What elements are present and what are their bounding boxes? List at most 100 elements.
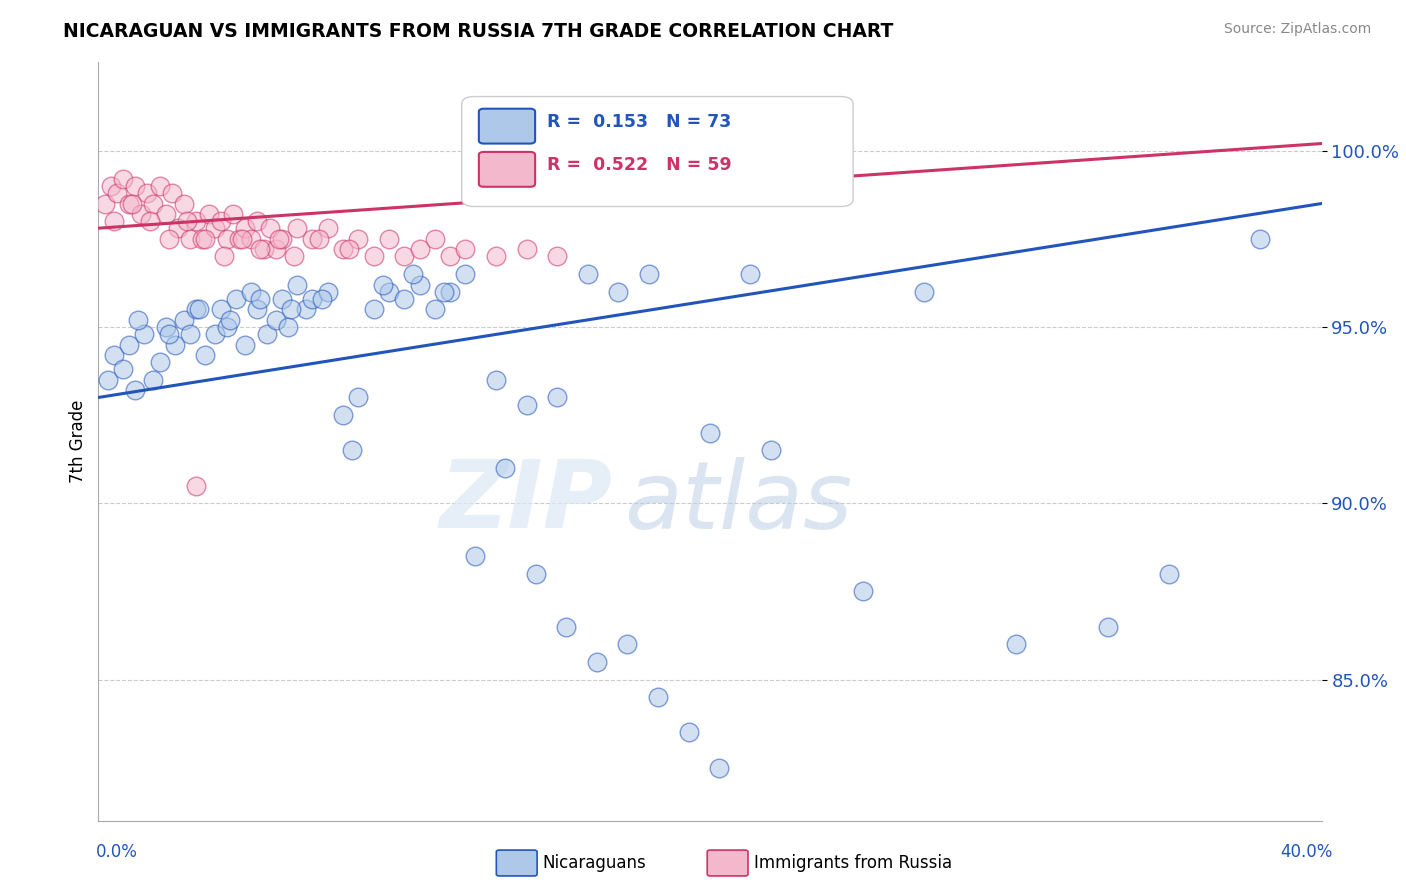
Point bbox=[256, 326, 278, 341]
Point bbox=[215, 320, 238, 334]
Point bbox=[524, 566, 547, 581]
Point bbox=[464, 549, 486, 563]
Point bbox=[485, 249, 508, 263]
Point bbox=[408, 243, 430, 257]
FancyBboxPatch shape bbox=[479, 152, 536, 186]
Point bbox=[295, 302, 318, 317]
Point bbox=[912, 285, 935, 299]
Y-axis label: 7th Grade: 7th Grade bbox=[69, 400, 87, 483]
Point bbox=[97, 373, 120, 387]
Point bbox=[264, 313, 287, 327]
Point bbox=[179, 232, 201, 246]
Point bbox=[204, 326, 226, 341]
Point bbox=[259, 221, 281, 235]
Point bbox=[516, 397, 538, 411]
Point bbox=[761, 443, 783, 458]
Point bbox=[616, 637, 638, 651]
Point bbox=[142, 196, 165, 211]
Point bbox=[136, 186, 159, 200]
Point bbox=[347, 391, 370, 405]
Point bbox=[439, 285, 461, 299]
Point bbox=[103, 214, 125, 228]
Point bbox=[111, 171, 134, 186]
Point bbox=[301, 232, 323, 246]
Point bbox=[392, 292, 416, 306]
Point bbox=[454, 243, 477, 257]
Point bbox=[555, 620, 578, 634]
Point bbox=[852, 584, 875, 599]
Point bbox=[186, 214, 208, 228]
Point bbox=[347, 232, 370, 246]
Point bbox=[678, 725, 700, 739]
Point bbox=[212, 249, 235, 263]
Text: Nicaraguans: Nicaraguans bbox=[543, 855, 647, 872]
Point bbox=[485, 373, 508, 387]
Text: NICARAGUAN VS IMMIGRANTS FROM RUSSIA 7TH GRADE CORRELATION CHART: NICARAGUAN VS IMMIGRANTS FROM RUSSIA 7TH… bbox=[63, 22, 894, 41]
Text: atlas: atlas bbox=[624, 457, 852, 548]
Point bbox=[233, 221, 256, 235]
Point bbox=[188, 302, 211, 317]
Point bbox=[308, 232, 330, 246]
Point bbox=[157, 232, 180, 246]
Point bbox=[160, 186, 183, 200]
Point bbox=[738, 267, 761, 281]
Point bbox=[1097, 620, 1119, 634]
Point bbox=[637, 267, 661, 281]
Point bbox=[392, 249, 416, 263]
Text: R =  0.153   N = 73: R = 0.153 N = 73 bbox=[547, 112, 731, 130]
Text: 0.0%: 0.0% bbox=[96, 843, 138, 861]
Point bbox=[586, 655, 609, 669]
Point bbox=[301, 292, 323, 306]
Point bbox=[1250, 232, 1272, 246]
Text: 40.0%: 40.0% bbox=[1281, 843, 1333, 861]
Point bbox=[378, 232, 401, 246]
Text: R =  0.522   N = 59: R = 0.522 N = 59 bbox=[547, 156, 733, 174]
FancyBboxPatch shape bbox=[461, 96, 853, 206]
Point bbox=[270, 292, 294, 306]
Point bbox=[155, 320, 177, 334]
Point bbox=[280, 302, 302, 317]
Point bbox=[186, 302, 208, 317]
Point bbox=[118, 196, 141, 211]
Point bbox=[222, 207, 245, 221]
Point bbox=[363, 302, 385, 317]
Point bbox=[204, 221, 226, 235]
Point bbox=[100, 178, 122, 193]
Point bbox=[194, 232, 217, 246]
Point bbox=[111, 362, 134, 376]
Point bbox=[127, 313, 149, 327]
Point bbox=[124, 384, 146, 398]
Point bbox=[191, 232, 214, 246]
Point bbox=[332, 408, 354, 422]
Point bbox=[142, 373, 165, 387]
Point bbox=[311, 292, 333, 306]
Point bbox=[371, 277, 394, 292]
Point bbox=[246, 302, 269, 317]
Point bbox=[103, 348, 125, 362]
Point bbox=[124, 178, 146, 193]
Point bbox=[163, 337, 186, 351]
Point bbox=[285, 277, 308, 292]
Point bbox=[267, 232, 290, 246]
Point bbox=[647, 690, 669, 705]
Point bbox=[121, 196, 143, 211]
Point bbox=[209, 214, 232, 228]
Point bbox=[402, 267, 425, 281]
Point bbox=[316, 285, 339, 299]
Point bbox=[118, 337, 141, 351]
Point bbox=[454, 267, 477, 281]
Point bbox=[439, 249, 461, 263]
Text: ZIP: ZIP bbox=[439, 456, 612, 549]
Point bbox=[240, 285, 263, 299]
Point bbox=[363, 249, 385, 263]
Point bbox=[194, 348, 217, 362]
Point bbox=[1004, 637, 1026, 651]
Point bbox=[607, 285, 630, 299]
Point bbox=[176, 214, 198, 228]
Text: Immigrants from Russia: Immigrants from Russia bbox=[754, 855, 952, 872]
Point bbox=[240, 232, 263, 246]
Point bbox=[231, 232, 253, 246]
Point bbox=[157, 326, 180, 341]
Point bbox=[252, 243, 274, 257]
Point bbox=[516, 243, 538, 257]
